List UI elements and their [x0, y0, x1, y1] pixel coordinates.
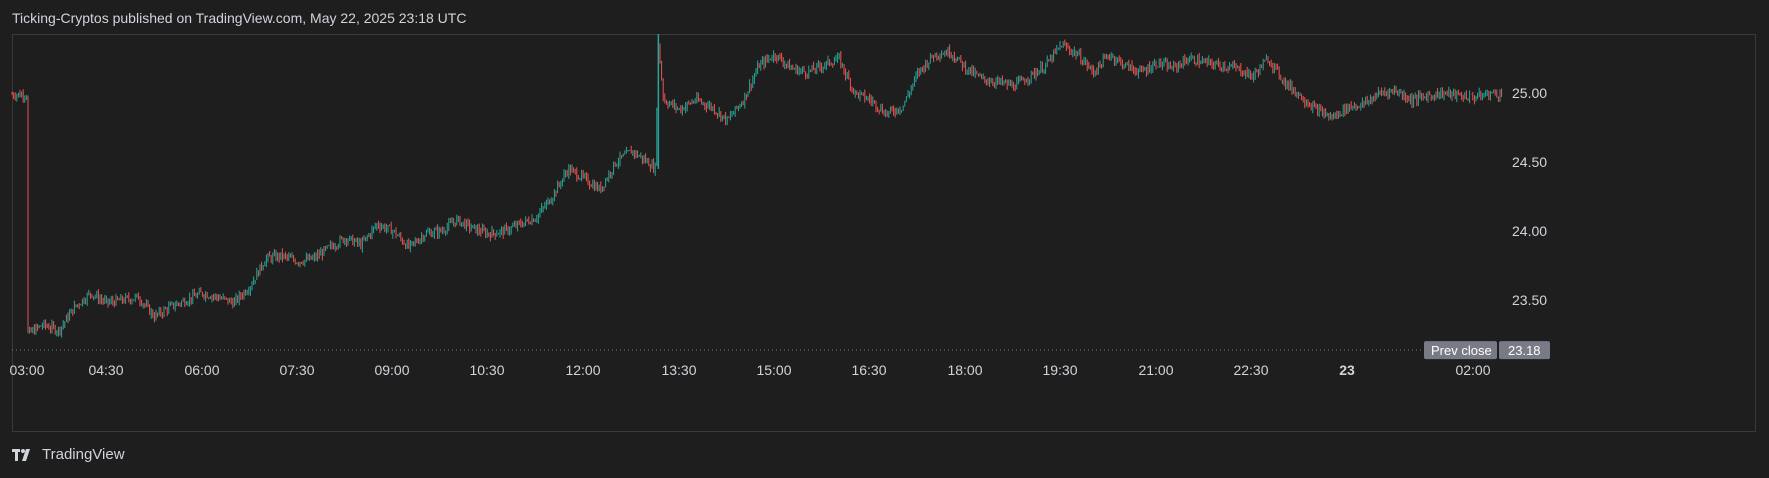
x-tick-label: 19:30	[1042, 362, 1077, 378]
y-axis: 23.50 24.00 24.50 25.00	[1512, 85, 1547, 308]
x-tick-label: 04:30	[88, 362, 123, 378]
prev-close-tag: Prev close 23.18	[1424, 341, 1550, 360]
prev-close-label: Prev close	[1431, 343, 1492, 358]
x-tick-label: 21:00	[1138, 362, 1173, 378]
footer: TradingView	[12, 446, 125, 463]
x-axis: 03:00 04:30 06:00 07:30 09:00 10:30 12:00 13:30…	[9, 362, 1490, 378]
footer-brand: TradingView	[42, 446, 125, 463]
x-tick-label: 02:00	[1455, 362, 1490, 378]
x-tick-label: 07:30	[279, 362, 314, 378]
x-tick-label: 03:00	[9, 362, 44, 378]
x-tick-label: 23	[1339, 362, 1355, 378]
candles-layer	[11, 34, 1503, 338]
tradingview-logo-icon	[12, 447, 36, 463]
y-tick-label: 25.00	[1512, 85, 1547, 101]
x-tick-label: 13:30	[661, 362, 696, 378]
prev-close-value-bg	[1499, 341, 1550, 360]
prev-close-value: 23.18	[1508, 343, 1541, 358]
chart-frame	[12, 34, 1756, 432]
prev-close-label-bg	[1424, 341, 1497, 360]
x-tick-label: 22:30	[1233, 362, 1268, 378]
x-tick-label: 10:30	[469, 362, 504, 378]
x-tick-label: 16:30	[851, 362, 886, 378]
y-tick-label: 23.50	[1512, 292, 1547, 308]
x-tick-label: 09:00	[374, 362, 409, 378]
publisher-line: Ticking-Cryptos published on TradingView…	[12, 10, 467, 26]
x-tick-label: 18:00	[947, 362, 982, 378]
y-tick-label: 24.00	[1512, 223, 1547, 239]
x-tick-label: 06:00	[184, 362, 219, 378]
x-tick-label: 15:00	[756, 362, 791, 378]
x-tick-label: 12:00	[565, 362, 600, 378]
y-tick-label: 24.50	[1512, 154, 1547, 170]
